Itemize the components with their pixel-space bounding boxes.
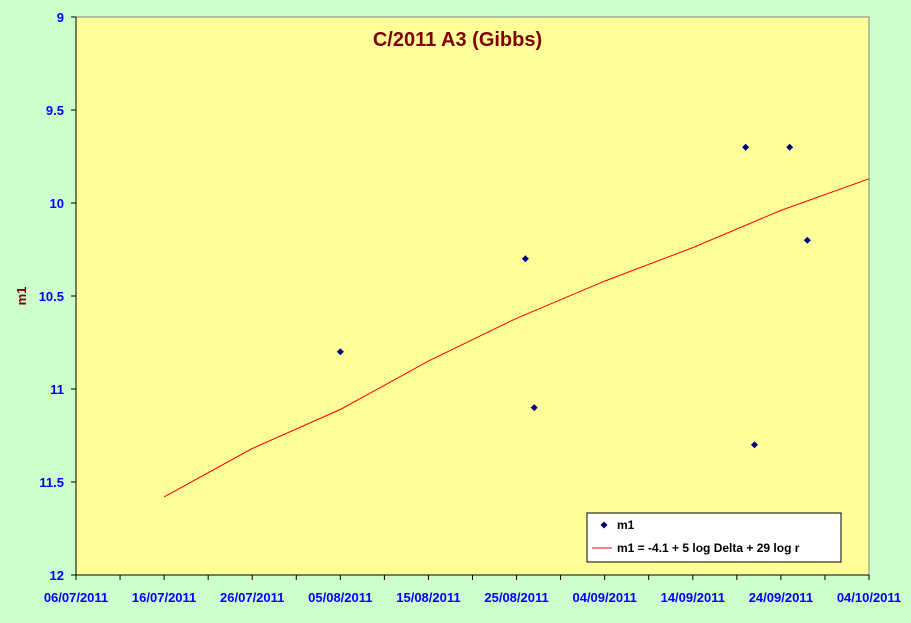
x-tick-label: 04/09/2011 [572,590,636,605]
legend-box [586,512,842,563]
x-tick-label: 15/08/2011 [396,590,460,605]
x-tick-label: 26/07/2011 [220,590,284,605]
y-tick-label: 10 [50,196,64,211]
legend-label-fit: m1 = -4.1 + 5 log Delta + 29 log r [617,541,800,555]
fit-line-series [163,178,870,498]
data-point [786,143,794,151]
x-tick-label: 24/09/2011 [749,590,813,605]
y-tick-label: 9.5 [46,103,64,118]
legend: m1 m1 = -4.1 + 5 log Delta + 29 log r [586,512,842,563]
fit-line [163,178,870,498]
y-axis-label: m1 [14,287,29,306]
data-point [803,236,811,244]
x-tick-label: 16/07/2011 [132,590,196,605]
y-tick-label: 12 [50,568,64,583]
data-point [521,255,529,263]
y-tick-label: 11.5 [39,475,64,490]
x-tick-label: 05/08/2011 [308,590,372,605]
data-point [530,404,538,412]
y-tick-label: 10.5 [39,289,64,304]
data-point [336,348,344,356]
chart-title: C/2011 A3 (Gibbs) [373,29,542,51]
legend-label-m1: m1 [617,518,635,532]
data-point [750,441,758,449]
legend-marker-m1 [600,521,608,529]
y-tick-label: 11 [50,382,64,397]
m1-series [336,143,811,449]
plot-area [75,16,870,576]
x-tick-label: 14/09/2011 [661,590,725,605]
x-axis: 06/07/2011 16/07/2011 26/07/2011 05/08/2011… [44,574,901,605]
y-axis: 9 9.5 10 10.5 11 11.5 12 [39,10,77,583]
data-point [742,143,750,151]
x-tick-label: 25/08/2011 [484,590,548,605]
x-tick-label: 06/07/2011 [44,590,108,605]
x-tick-label: 04/10/2011 [837,590,901,605]
y-tick-label: 9 [57,10,64,25]
